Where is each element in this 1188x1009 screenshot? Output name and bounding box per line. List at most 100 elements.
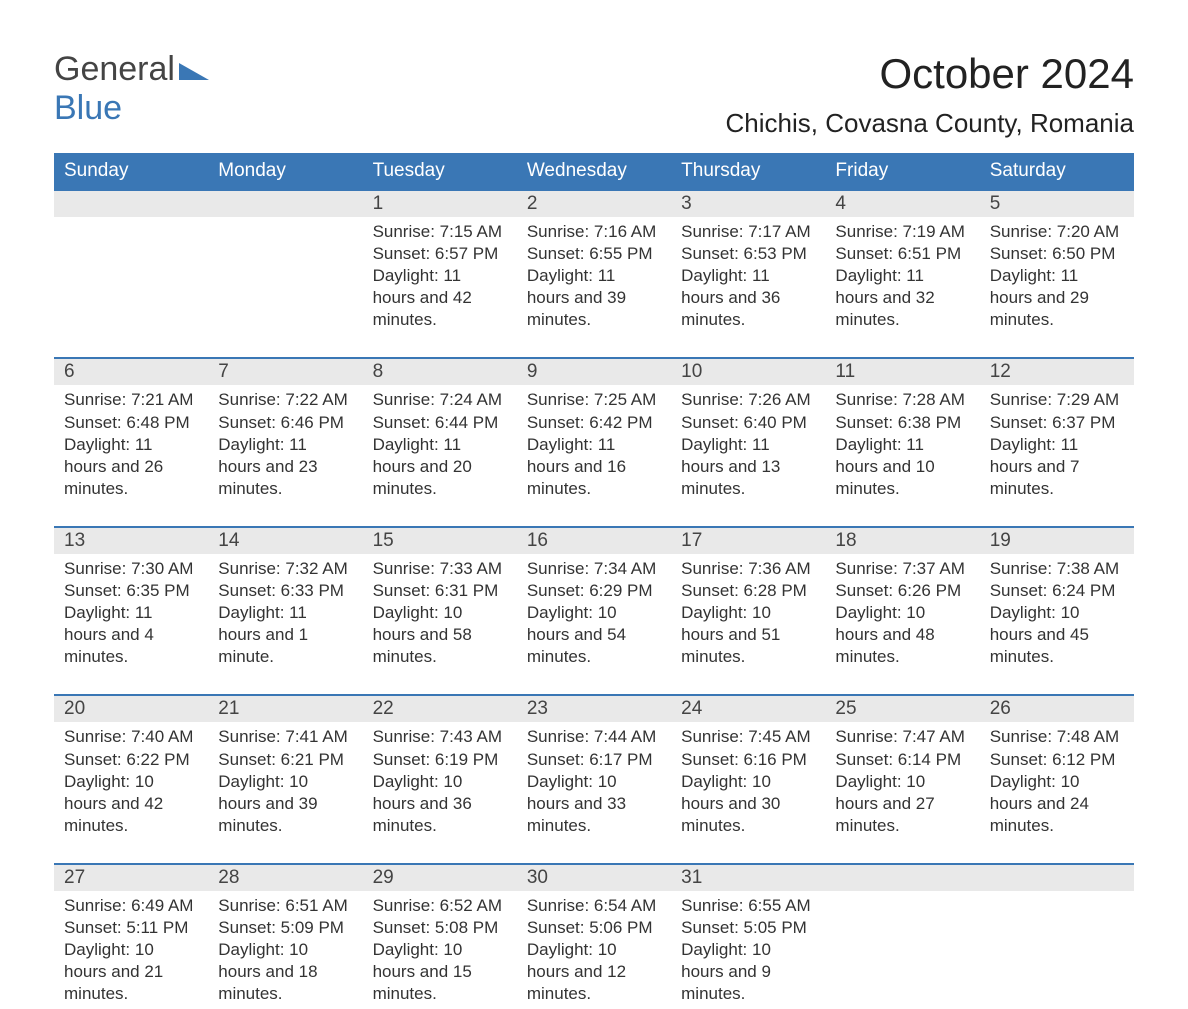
day-number [208,191,362,217]
day-number: 20 [54,696,208,722]
day-cell: Sunrise: 6:52 AMSunset: 5:08 PMDaylight:… [363,891,517,1009]
day-number: 22 [363,696,517,722]
daylight-text: Daylight: 10 hours and 58 minutes. [373,602,507,668]
location-text: Chichis, Covasna County, Romania [726,108,1134,139]
daylight-text: Daylight: 11 hours and 20 minutes. [373,434,507,500]
sunrise-text: Sunrise: 7:28 AM [835,389,969,411]
sunrise-text: Sunrise: 7:36 AM [681,558,815,580]
day-number [54,191,208,217]
sunrise-text: Sunrise: 7:38 AM [990,558,1124,580]
sunrise-text: Sunrise: 7:41 AM [218,726,352,748]
sunset-text: Sunset: 6:42 PM [527,412,661,434]
day-number: 29 [363,865,517,891]
sunrise-text: Sunrise: 7:44 AM [527,726,661,748]
sunrise-text: Sunrise: 7:32 AM [218,558,352,580]
day-cell: Sunrise: 7:26 AMSunset: 6:40 PMDaylight:… [671,385,825,503]
weekday-header: Thursday [671,153,825,189]
day-cell: Sunrise: 7:19 AMSunset: 6:51 PMDaylight:… [825,217,979,335]
day-cell: Sunrise: 7:32 AMSunset: 6:33 PMDaylight:… [208,554,362,672]
daylight-text: Daylight: 10 hours and 21 minutes. [64,939,198,1005]
sunrise-text: Sunrise: 7:43 AM [373,726,507,748]
day-number: 3 [671,191,825,217]
logo-text-general: General [54,50,175,88]
daycell-row: Sunrise: 6:49 AMSunset: 5:11 PMDaylight:… [54,891,1134,1009]
day-cell: Sunrise: 7:40 AMSunset: 6:22 PMDaylight:… [54,722,208,840]
daylight-text: Daylight: 10 hours and 42 minutes. [64,771,198,837]
day-cell: Sunrise: 7:24 AMSunset: 6:44 PMDaylight:… [363,385,517,503]
daylight-text: Daylight: 11 hours and 7 minutes. [990,434,1124,500]
day-number: 16 [517,528,671,554]
sunset-text: Sunset: 5:09 PM [218,917,352,939]
day-number: 24 [671,696,825,722]
day-number: 15 [363,528,517,554]
day-cell: Sunrise: 7:25 AMSunset: 6:42 PMDaylight:… [517,385,671,503]
logo: General Blue [54,50,209,128]
weekday-header: Sunday [54,153,208,189]
sunrise-text: Sunrise: 6:51 AM [218,895,352,917]
day-number: 6 [54,359,208,385]
day-cell: Sunrise: 7:37 AMSunset: 6:26 PMDaylight:… [825,554,979,672]
day-cell: Sunrise: 7:30 AMSunset: 6:35 PMDaylight:… [54,554,208,672]
daylight-text: Daylight: 10 hours and 9 minutes. [681,939,815,1005]
sunrise-text: Sunrise: 7:40 AM [64,726,198,748]
sunset-text: Sunset: 5:08 PM [373,917,507,939]
sunset-text: Sunset: 6:28 PM [681,580,815,602]
day-number: 17 [671,528,825,554]
day-cell: Sunrise: 7:47 AMSunset: 6:14 PMDaylight:… [825,722,979,840]
sunset-text: Sunset: 5:11 PM [64,917,198,939]
day-number: 7 [208,359,362,385]
day-number: 13 [54,528,208,554]
day-number: 2 [517,191,671,217]
day-cell: Sunrise: 6:55 AMSunset: 5:05 PMDaylight:… [671,891,825,1009]
sunrise-text: Sunrise: 7:19 AM [835,221,969,243]
sunset-text: Sunset: 5:06 PM [527,917,661,939]
day-number: 27 [54,865,208,891]
daycell-row: Sunrise: 7:15 AMSunset: 6:57 PMDaylight:… [54,217,1134,335]
sunset-text: Sunset: 6:14 PM [835,749,969,771]
sunset-text: Sunset: 6:40 PM [681,412,815,434]
sunrise-text: Sunrise: 7:25 AM [527,389,661,411]
day-number: 10 [671,359,825,385]
sunrise-text: Sunrise: 7:34 AM [527,558,661,580]
sunrise-text: Sunrise: 7:47 AM [835,726,969,748]
day-number [825,865,979,891]
daylight-text: Daylight: 10 hours and 30 minutes. [681,771,815,837]
daylight-text: Daylight: 11 hours and 36 minutes. [681,265,815,331]
weeks-container: 12345Sunrise: 7:15 AMSunset: 6:57 PMDayl… [54,189,1134,1009]
day-cell: Sunrise: 7:44 AMSunset: 6:17 PMDaylight:… [517,722,671,840]
day-cell [825,891,979,1009]
day-cell: Sunrise: 7:17 AMSunset: 6:53 PMDaylight:… [671,217,825,335]
day-cell: Sunrise: 7:15 AMSunset: 6:57 PMDaylight:… [363,217,517,335]
weekday-header: Wednesday [517,153,671,189]
day-cell: Sunrise: 7:22 AMSunset: 6:46 PMDaylight:… [208,385,362,503]
sunrise-text: Sunrise: 7:24 AM [373,389,507,411]
daycell-row: Sunrise: 7:40 AMSunset: 6:22 PMDaylight:… [54,722,1134,840]
daycell-row: Sunrise: 7:21 AMSunset: 6:48 PMDaylight:… [54,385,1134,503]
day-cell: Sunrise: 6:51 AMSunset: 5:09 PMDaylight:… [208,891,362,1009]
sunset-text: Sunset: 6:48 PM [64,412,198,434]
sunset-text: Sunset: 6:24 PM [990,580,1124,602]
weekday-header-row: Sunday Monday Tuesday Wednesday Thursday… [54,153,1134,189]
daynum-row: 20212223242526 [54,694,1134,722]
sunset-text: Sunset: 6:26 PM [835,580,969,602]
logo-text-blue: Blue [54,89,122,127]
sunrise-text: Sunrise: 7:16 AM [527,221,661,243]
day-cell: Sunrise: 7:21 AMSunset: 6:48 PMDaylight:… [54,385,208,503]
sunrise-text: Sunrise: 6:52 AM [373,895,507,917]
sunset-text: Sunset: 6:19 PM [373,749,507,771]
daylight-text: Daylight: 10 hours and 18 minutes. [218,939,352,1005]
daylight-text: Daylight: 10 hours and 48 minutes. [835,602,969,668]
sunrise-text: Sunrise: 7:37 AM [835,558,969,580]
sunrise-text: Sunrise: 7:45 AM [681,726,815,748]
day-cell: Sunrise: 6:49 AMSunset: 5:11 PMDaylight:… [54,891,208,1009]
sunrise-text: Sunrise: 7:17 AM [681,221,815,243]
day-number: 21 [208,696,362,722]
sunset-text: Sunset: 6:29 PM [527,580,661,602]
sunset-text: Sunset: 6:17 PM [527,749,661,771]
day-number: 19 [980,528,1134,554]
sunrise-text: Sunrise: 7:15 AM [373,221,507,243]
page-title: October 2024 [726,50,1134,98]
daylight-text: Daylight: 11 hours and 29 minutes. [990,265,1124,331]
sunset-text: Sunset: 6:46 PM [218,412,352,434]
daylight-text: Daylight: 10 hours and 33 minutes. [527,771,661,837]
